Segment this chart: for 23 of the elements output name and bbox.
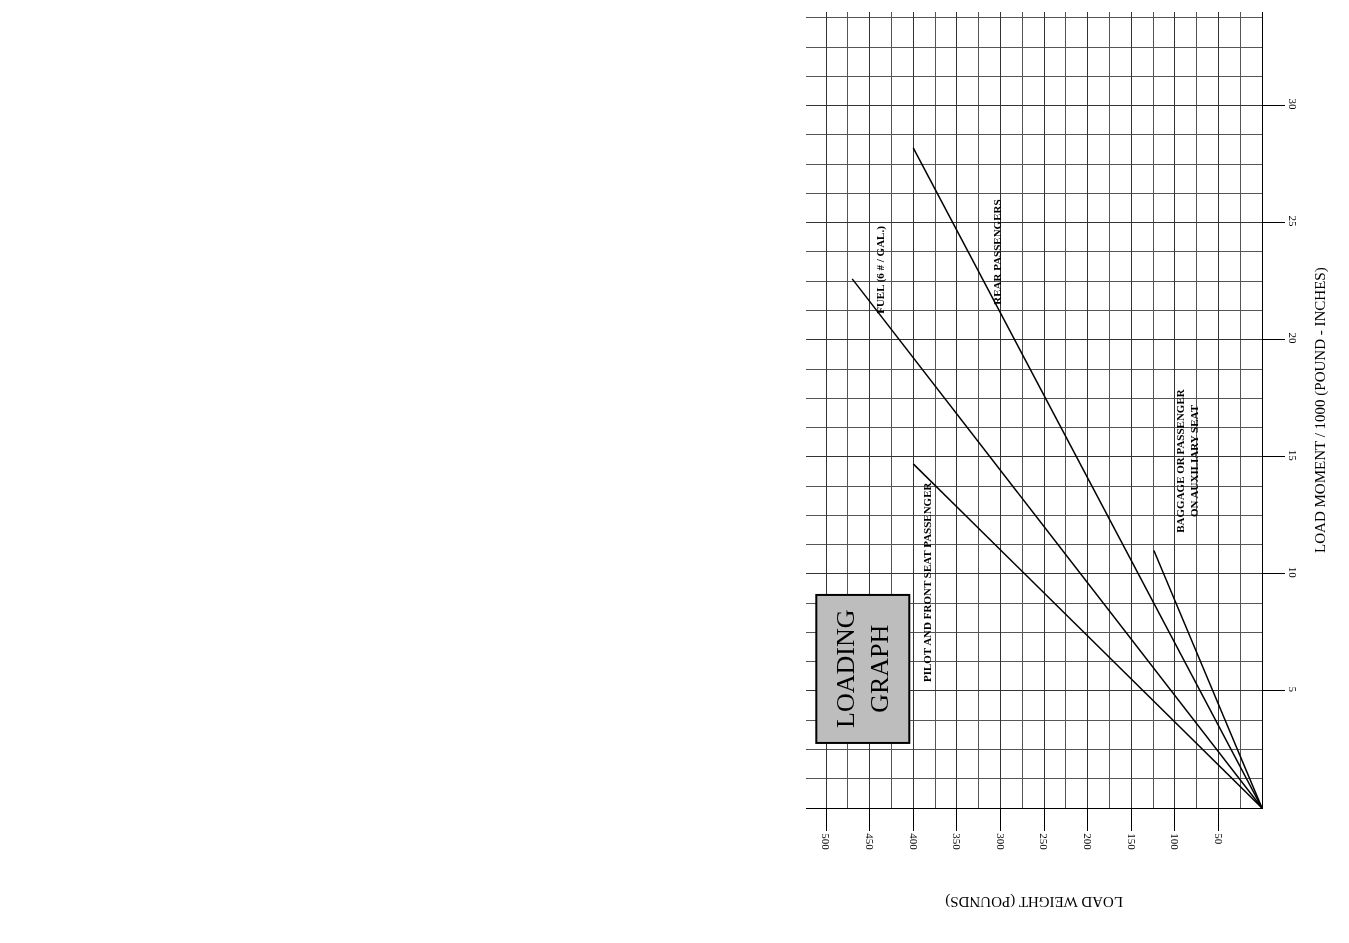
y-tick-label: 15 xyxy=(1287,449,1300,462)
x-tick-label: 200 xyxy=(1082,833,1095,851)
text: FUEL (6 # / GAL.) xyxy=(873,225,887,314)
y-tick-label: 10 xyxy=(1287,566,1300,579)
x-tick-label: 300 xyxy=(994,833,1007,851)
x-tick-label: 50 xyxy=(1212,833,1225,845)
x-tick-label: 250 xyxy=(1038,833,1051,851)
x-tick-label: 100 xyxy=(1169,833,1182,851)
text: REAR PASSENGERS xyxy=(991,199,1004,305)
x-axis-title: LOAD WEIGHT (POUNDS) xyxy=(945,892,1123,910)
x-tick-label: 450 xyxy=(864,833,877,851)
x-tick-label: 400 xyxy=(907,833,920,851)
y-axis-title: LOAD MOMENT / 1000 (POUND - INCHES) xyxy=(1311,267,1329,553)
text: BAGGAGE OR PASSENGER ON AUXILIARY SEAT xyxy=(1174,388,1201,533)
y-tick-label: 30 xyxy=(1287,98,1300,110)
text: LOADING GRAPH xyxy=(831,609,895,728)
x-tick-label: 500 xyxy=(820,833,833,851)
y-tick-label: 5 xyxy=(1287,686,1300,693)
y-tick-label: 20 xyxy=(1287,332,1300,345)
y-tick-label: 25 xyxy=(1287,215,1300,228)
text: PILOT AND FRONT SEAT PASSENGER xyxy=(921,481,934,683)
x-tick-label: 150 xyxy=(1125,833,1138,851)
x-tick-label: 350 xyxy=(951,833,964,851)
